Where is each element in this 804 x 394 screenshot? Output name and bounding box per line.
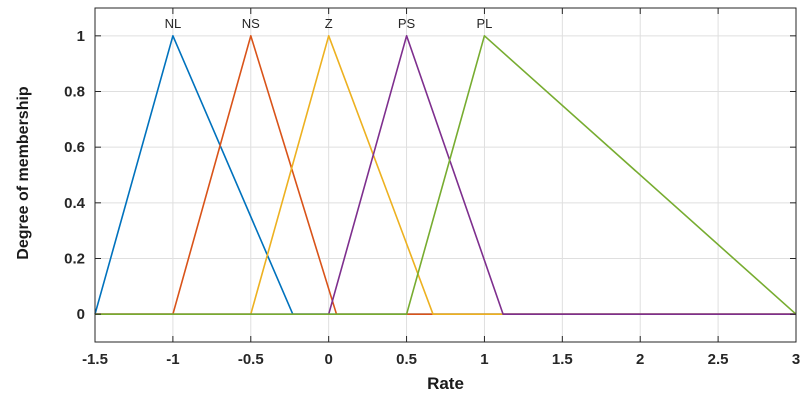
mf-label-nl: NL bbox=[165, 16, 182, 31]
x-tick-label: 1.5 bbox=[552, 351, 573, 368]
x-tick-label: -1 bbox=[166, 351, 179, 368]
x-tick-label: 2 bbox=[636, 351, 644, 368]
axis-ticks bbox=[94, 8, 797, 342]
y-tick-label: 0.2 bbox=[64, 251, 85, 268]
membership-function-labels: NL NS Z PS PL bbox=[165, 16, 493, 31]
x-tick-label: 0.5 bbox=[396, 351, 417, 368]
y-tick-label: 0.6 bbox=[64, 139, 85, 156]
mf-label-ps: PS bbox=[398, 16, 416, 31]
mf-label-pl: PL bbox=[476, 16, 492, 31]
x-axis-title: Rate bbox=[427, 374, 464, 393]
mf-label-z: Z bbox=[325, 16, 333, 31]
mf-label-ns: NS bbox=[242, 16, 260, 31]
x-tick-label: 1 bbox=[480, 351, 488, 368]
x-tick-label: -1.5 bbox=[82, 351, 108, 368]
y-tick-label: 0 bbox=[77, 306, 85, 323]
x-tick-label: 3 bbox=[792, 351, 800, 368]
x-tick-label: 0 bbox=[324, 351, 332, 368]
y-tick-label: 0.4 bbox=[64, 195, 86, 212]
y-axis-title: Degree of membership bbox=[15, 86, 32, 260]
series-line-pl bbox=[95, 34, 797, 316]
y-tick-label: 0.8 bbox=[64, 84, 85, 101]
x-tick-label: 2.5 bbox=[708, 351, 729, 368]
x-tick-labels: -1.5 -1 -0.5 0 0.5 1 1.5 2 2.5 3 bbox=[82, 351, 800, 368]
y-tick-labels: 0 0.2 0.4 0.6 0.8 1 bbox=[64, 28, 86, 323]
x-tick-label: -0.5 bbox=[238, 351, 264, 368]
series-lines bbox=[94, 34, 797, 316]
y-tick-label: 1 bbox=[77, 28, 85, 45]
plot-frame bbox=[94, 7, 797, 343]
